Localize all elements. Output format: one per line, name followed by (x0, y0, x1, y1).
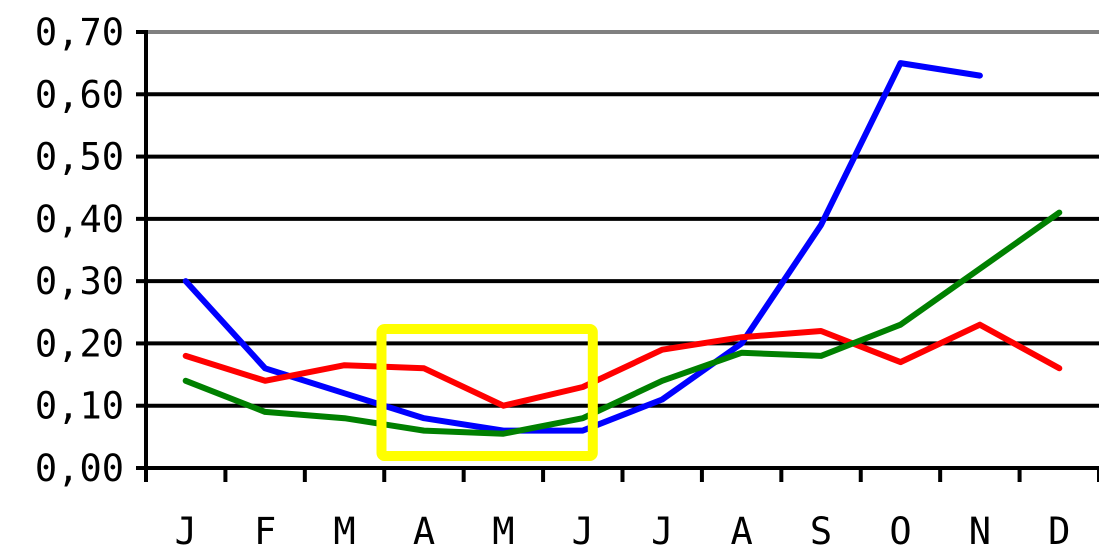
series-line-2 (182, 321, 1063, 409)
y-tick-label: 0,50 (35, 136, 124, 179)
x-tick-label: A (413, 510, 435, 553)
x-tick-label: J (175, 510, 197, 553)
y-tick-label: 0,20 (35, 322, 124, 365)
x-tick-label: O (889, 510, 911, 553)
x-tick-label: F (254, 510, 276, 553)
series-lines (182, 60, 1063, 437)
y-axis-tick-labels: 0,00 0,10 0,20 0,30 0,40 0,50 0,60 0,70 (35, 11, 124, 490)
x-tick-label: J (572, 510, 594, 553)
series-line-1 (182, 60, 983, 434)
y-tick-label: 0,60 (35, 73, 124, 116)
series-line-3 (182, 209, 1063, 437)
x-tick-label: M (492, 510, 514, 553)
x-tick-label: J (651, 510, 673, 553)
y-tick-label: 0,10 (35, 385, 124, 428)
x-tick-label: D (1048, 510, 1070, 553)
y-tick-label: 0,00 (35, 447, 124, 490)
highlight-rectangle (376, 324, 598, 461)
x-tick-label: S (810, 510, 832, 553)
x-tick-label: N (969, 510, 991, 553)
x-tick-label: A (730, 510, 752, 553)
axes (136, 30, 1099, 482)
gridlines (146, 30, 1099, 408)
highlight-box (376, 324, 598, 461)
x-tick-label: M (333, 510, 355, 553)
y-tick-label: 0,70 (35, 11, 124, 54)
y-tick-label: 0,30 (35, 260, 124, 303)
y-tick-label: 0,40 (35, 198, 124, 241)
